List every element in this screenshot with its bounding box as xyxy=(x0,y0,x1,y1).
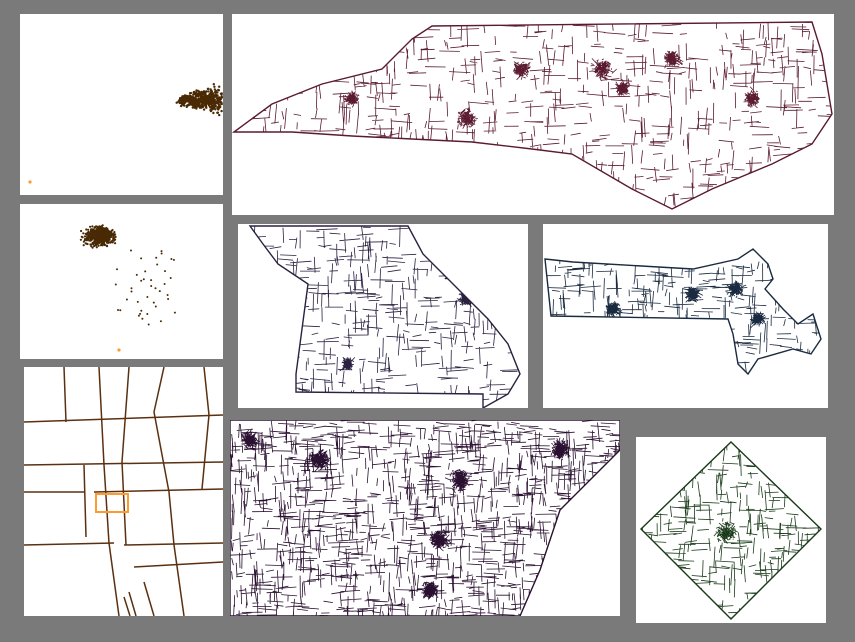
street-line xyxy=(63,367,67,423)
mid-atlantic-map xyxy=(230,420,620,616)
missouri-panel xyxy=(238,224,528,408)
boundary-lines xyxy=(641,442,821,619)
street-line xyxy=(123,591,137,616)
mid-atlantic-panel xyxy=(230,420,620,616)
north-carolina-map xyxy=(232,21,833,210)
scatter-plot-top xyxy=(28,83,223,184)
street-line xyxy=(153,367,185,616)
street-line xyxy=(24,414,223,423)
street-line xyxy=(24,542,115,546)
scatter-plot-middle-panel xyxy=(20,204,223,359)
state-outline xyxy=(230,420,620,616)
state-outline xyxy=(544,248,822,376)
scatter-outlier xyxy=(117,348,121,352)
street-highlight xyxy=(95,493,129,513)
scatter-outlier xyxy=(28,180,32,184)
boundary-lines xyxy=(230,420,620,616)
massachusetts-map xyxy=(544,248,822,376)
state-outline xyxy=(640,441,822,620)
state-outline xyxy=(248,225,521,408)
street-line xyxy=(98,367,120,616)
missouri-map xyxy=(248,225,521,408)
state-outline xyxy=(232,21,833,210)
street-line xyxy=(201,367,210,490)
washington-dc-panel xyxy=(636,437,826,623)
street-detail-panel xyxy=(24,367,223,616)
boundary-lines xyxy=(234,22,832,209)
scatter-points xyxy=(175,83,223,117)
street-line xyxy=(133,561,223,568)
scatter-points xyxy=(79,224,176,326)
street-detail-map xyxy=(24,367,223,616)
street-line xyxy=(24,461,223,466)
scatter-plot-middle xyxy=(79,224,176,352)
street-line xyxy=(121,367,130,546)
street-line xyxy=(83,464,87,538)
massachusetts-panel xyxy=(543,224,828,408)
street-line xyxy=(143,581,155,616)
north-carolina-panel xyxy=(232,14,834,215)
washington-dc-map xyxy=(640,441,822,620)
street-line xyxy=(93,488,223,493)
scatter-plot-top-panel xyxy=(20,14,223,195)
boundary-lines xyxy=(545,249,821,374)
